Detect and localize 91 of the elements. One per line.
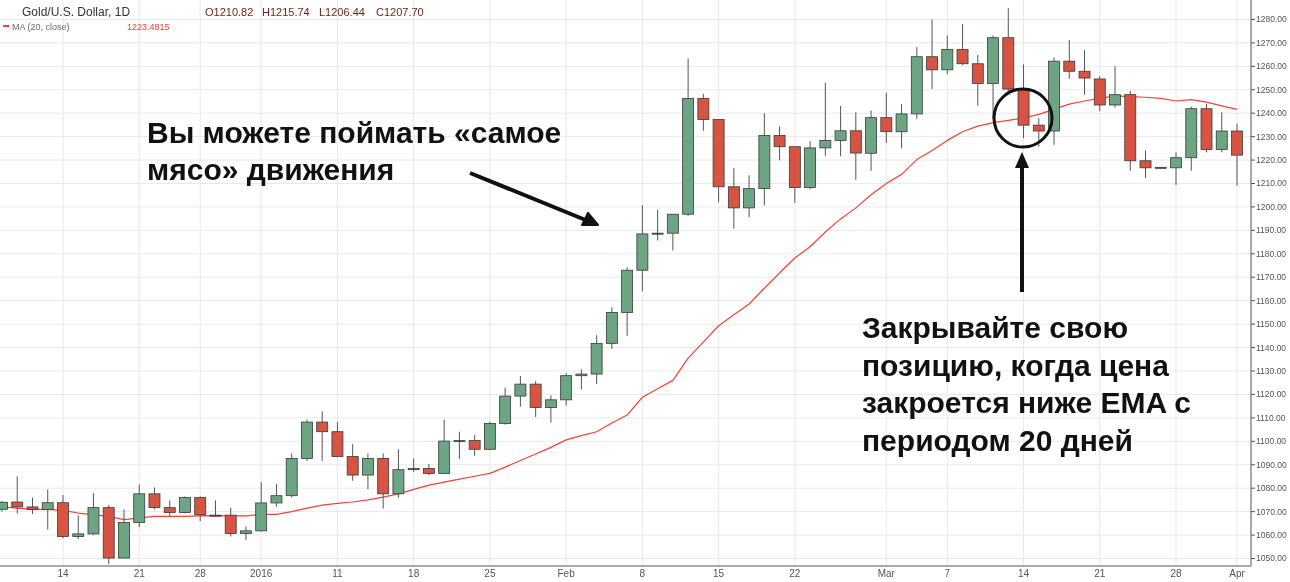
x-tick-label: 2016 bbox=[250, 568, 273, 579]
candlestick bbox=[1109, 65, 1121, 109]
candlestick bbox=[468, 434, 481, 457]
candlestick bbox=[453, 431, 466, 460]
candlestick bbox=[362, 453, 374, 490]
y-tick-label: 1120.00 bbox=[1256, 389, 1287, 400]
candlestick bbox=[224, 507, 237, 537]
candlestick bbox=[423, 463, 435, 476]
y-tick-label: 1220.00 bbox=[1256, 155, 1287, 166]
candlestick bbox=[971, 54, 984, 107]
candlestick bbox=[1063, 39, 1076, 80]
y-tick-label: 1110.00 bbox=[1256, 412, 1286, 423]
text: Gold/U.S. Dollar, 1D bbox=[22, 5, 131, 19]
y-tick-label: 1230.00 bbox=[1256, 131, 1287, 142]
y-tick-label: 1070.00 bbox=[1256, 506, 1287, 517]
y-tick-label: 1050.00 bbox=[1256, 553, 1287, 564]
annotation: Вы можете поймать «самое мясо» движения bbox=[147, 116, 562, 186]
annotation: Закрывайте свою позицию, когда цена закроется ниже EMA с периодом 20 дней bbox=[862, 311, 1192, 457]
y-tick-label: 1140.00 bbox=[1256, 342, 1287, 353]
candlestick bbox=[1215, 111, 1228, 153]
x-tick-label: Mar bbox=[877, 568, 896, 579]
x-tick-label: 28 bbox=[194, 568, 207, 579]
x-tick-label: 18 bbox=[408, 568, 420, 579]
y-tick-label: 1090.00 bbox=[1256, 459, 1287, 470]
y-tick-label: 1130.00 bbox=[1256, 365, 1287, 376]
candlestick bbox=[819, 82, 832, 157]
candlestick bbox=[270, 483, 283, 508]
candlestick bbox=[575, 368, 588, 391]
candlestick bbox=[544, 394, 557, 424]
candlestick bbox=[407, 457, 420, 473]
candlestick bbox=[895, 103, 908, 149]
x-tick-label: 14 bbox=[1017, 568, 1030, 579]
candlestick bbox=[1139, 149, 1152, 179]
candlestick bbox=[346, 443, 359, 482]
candlestick bbox=[651, 209, 664, 241]
candlestick bbox=[956, 23, 969, 66]
candlestick bbox=[880, 92, 893, 144]
candlestick bbox=[849, 111, 862, 181]
candlestick bbox=[941, 34, 954, 75]
y-tick-label: 1180.00 bbox=[1256, 248, 1287, 259]
candlestick bbox=[926, 18, 938, 90]
candlestick bbox=[514, 375, 527, 408]
x-tick-label: 11 bbox=[332, 568, 344, 579]
y-tick-label: 1200.00 bbox=[1256, 201, 1287, 212]
candlestick bbox=[773, 125, 786, 161]
candlestick bbox=[1170, 151, 1182, 186]
candlestick bbox=[727, 167, 740, 230]
annotation: L1206.44 bbox=[319, 6, 365, 18]
y-tick-label: 1100.00 bbox=[1256, 436, 1287, 447]
candlestick bbox=[148, 486, 161, 510]
x-tick-label: Feb bbox=[557, 568, 576, 579]
candlestick bbox=[529, 380, 542, 418]
x-tick-label: 14 bbox=[57, 568, 69, 579]
y-tick-label: 1190.00 bbox=[1256, 225, 1287, 236]
y-tick-label: 1150.00 bbox=[1256, 319, 1287, 330]
x-tick-label: 8 bbox=[639, 568, 646, 579]
candlestick bbox=[316, 410, 329, 462]
y-tick-label: 1060.00 bbox=[1256, 530, 1287, 541]
y-tick-label: 1250.00 bbox=[1256, 84, 1287, 95]
x-tick-label: 15 bbox=[713, 568, 725, 579]
x-tick-label: Apr bbox=[1229, 568, 1246, 579]
x-tick-label: 7 bbox=[944, 568, 951, 579]
annotation: 1223.4815 bbox=[127, 22, 170, 32]
y-tick-label: 1160.00 bbox=[1256, 295, 1287, 306]
candlestick bbox=[72, 514, 85, 540]
y-tick-label: 1210.00 bbox=[1256, 178, 1287, 189]
x-tick-label: 22 bbox=[789, 568, 801, 579]
y-tick-label: 1080.00 bbox=[1256, 483, 1287, 494]
candlestick bbox=[194, 495, 207, 522]
x-tick-label: 28 bbox=[1170, 568, 1183, 579]
candlestick bbox=[743, 174, 755, 218]
y-tick-label: 1170.00 bbox=[1256, 272, 1287, 283]
x-tick-label: 25 bbox=[484, 568, 496, 579]
candlestick bbox=[1032, 117, 1045, 148]
candlestick bbox=[697, 93, 710, 132]
y-tick-label: 1260.00 bbox=[1256, 61, 1287, 72]
x-tick-label: 21 bbox=[1094, 568, 1106, 579]
candlestick bbox=[666, 213, 679, 252]
y-tick-label: 1270.00 bbox=[1256, 37, 1287, 48]
candlestick bbox=[834, 105, 847, 157]
y-tick-label: 1280.00 bbox=[1256, 14, 1287, 25]
annotation: H1215.74 bbox=[262, 6, 310, 18]
y-tick-label: 1240.00 bbox=[1256, 108, 1287, 119]
annotation: O1210.82 bbox=[205, 6, 254, 18]
candlestick bbox=[1078, 49, 1091, 96]
legend-label: MA (20, close) bbox=[12, 22, 70, 32]
candlestick bbox=[11, 475, 24, 514]
candlestick bbox=[41, 488, 54, 531]
annotation: C1207.70 bbox=[376, 6, 424, 18]
candlestick bbox=[240, 525, 252, 541]
x-tick-label: 21 bbox=[133, 568, 146, 579]
